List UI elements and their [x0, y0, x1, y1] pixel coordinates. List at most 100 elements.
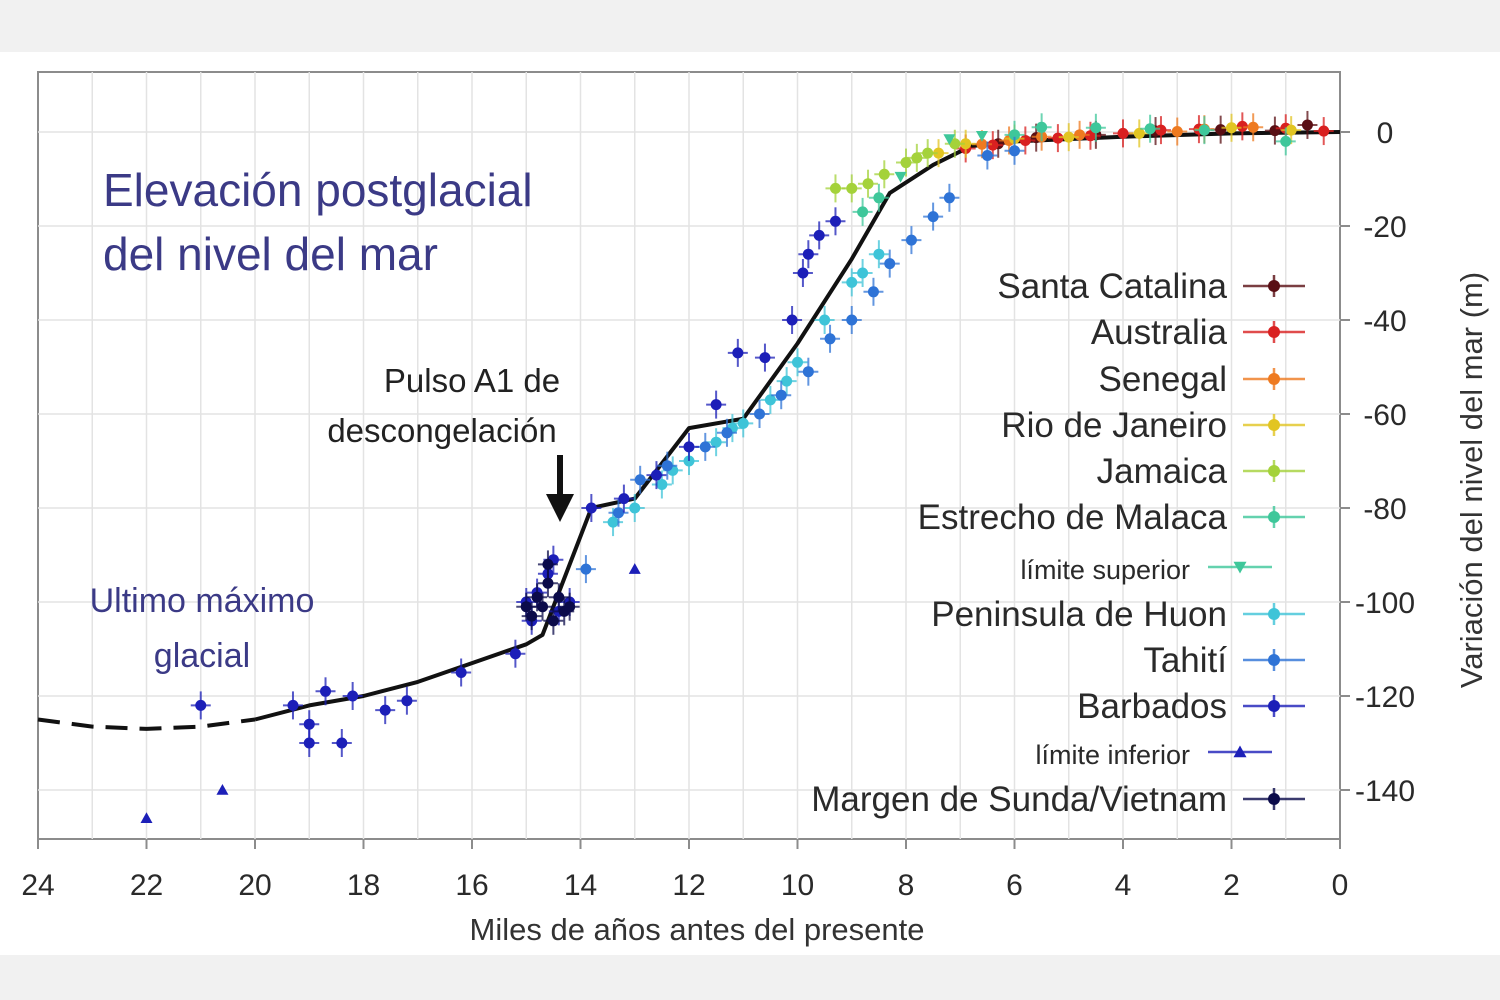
data-point [710, 399, 722, 411]
data-point [846, 276, 858, 288]
data-point [1318, 125, 1330, 137]
data-point [618, 493, 630, 505]
annotation-mwp-line-2: descongelación [327, 412, 556, 449]
data-point [797, 267, 809, 279]
data-point [195, 699, 207, 711]
data-point [1009, 129, 1020, 141]
legend-label: Jamaica [1097, 452, 1228, 491]
data-point [455, 667, 467, 678]
data-point [287, 699, 299, 711]
y-tick-label: -140 [1355, 775, 1415, 808]
legend-label: Tahití [1143, 641, 1227, 680]
data-point [824, 333, 836, 345]
legend-label: Rio de Janeiro [1001, 406, 1227, 445]
x-tick-label: 6 [1006, 869, 1023, 902]
data-point [303, 718, 315, 730]
extrapolated-trend-line [37, 717, 256, 731]
data-point [547, 615, 559, 627]
data-point [927, 211, 939, 223]
data-point [960, 138, 972, 150]
data-point [829, 215, 841, 227]
data-point [537, 601, 549, 613]
x-tick-label: 14 [564, 869, 597, 902]
data-point [949, 138, 961, 150]
annotation-lgm-line-1: Ultimo máximo [90, 582, 315, 620]
data-point [1171, 126, 1183, 138]
y-tick-label: -120 [1355, 681, 1415, 714]
data-point [140, 812, 153, 823]
x-tick-label: 16 [455, 869, 488, 902]
data-point [564, 601, 576, 613]
legend-label: Santa Catalina [997, 267, 1227, 306]
y-axis-title: Variación del nivel del mar (m) [1454, 272, 1489, 688]
data-point [802, 366, 814, 378]
data-point [781, 375, 793, 387]
data-point [987, 139, 999, 151]
data-point [943, 134, 956, 146]
y-tick-label: -100 [1355, 587, 1415, 620]
axes: 24 22 20 18 16 14 12 10 8 6 4 2 00-20-40-60-80-100-1… [21, 117, 1489, 947]
x-tick-label: 8 [898, 869, 915, 902]
legend-marker [1233, 561, 1247, 574]
legend-marker [1268, 700, 1280, 712]
legend: Santa Catalina Australia Senegal Rio de Jan… [811, 267, 1305, 819]
data-point [819, 314, 831, 326]
legend-label: Peninsula de Huon [931, 595, 1227, 634]
data-point [878, 168, 890, 180]
data-point [1133, 127, 1145, 139]
y-tick-label: -60 [1363, 399, 1406, 432]
data-point [1215, 124, 1227, 136]
data-point [1074, 129, 1086, 141]
data-point [607, 516, 619, 528]
legend-label: límite inferior [1035, 740, 1190, 770]
y-tick-label: -20 [1363, 211, 1406, 244]
data-point [975, 130, 988, 142]
data-point [873, 248, 885, 260]
data-point [1009, 145, 1020, 157]
data-point [1117, 127, 1129, 139]
data-point [580, 563, 592, 575]
data-point [216, 784, 229, 795]
x-tick-label: 12 [672, 869, 705, 902]
data-point [526, 610, 538, 622]
data-point [857, 206, 869, 218]
data-point [401, 695, 413, 707]
legend-label: Margen de Sunda/Vietnam [811, 780, 1227, 819]
data-point [900, 157, 912, 169]
data-points [140, 110, 1334, 823]
top-border-band [0, 0, 1500, 52]
x-tick-label: 0 [1332, 869, 1349, 902]
data-point [650, 469, 662, 481]
data-point [884, 258, 896, 270]
data-point [379, 704, 391, 716]
x-tick-label: 4 [1115, 869, 1132, 902]
data-point [1084, 130, 1096, 142]
data-point [520, 601, 532, 613]
legend-label: Australia [1091, 313, 1228, 352]
annotation-lgm-line-2: glacial [154, 637, 250, 675]
data-point [542, 558, 554, 570]
data-point [710, 436, 722, 448]
data-point [1236, 120, 1248, 132]
x-tick-label: 20 [238, 869, 271, 902]
legend-marker [1233, 745, 1247, 758]
data-point [846, 182, 858, 194]
data-point [585, 502, 597, 514]
data-point [656, 479, 668, 490]
legend-label: Senegal [1099, 360, 1227, 399]
chart-title-line-1: Elevación postglacial [103, 164, 533, 216]
annotation-mwp-line-1: Pulso A1 de [384, 362, 560, 399]
legend-marker [1268, 654, 1280, 666]
legend-marker [1268, 326, 1280, 338]
data-point [542, 577, 554, 589]
data-point [786, 314, 798, 326]
data-point [320, 685, 332, 697]
x-tick-label: 18 [347, 869, 380, 902]
legend-label: límite superior [1020, 555, 1190, 585]
data-point [905, 234, 917, 246]
data-point [509, 648, 521, 660]
data-point [1226, 122, 1237, 134]
chart-text: Elevación postglacial del nivel del mar Ul… [90, 164, 574, 675]
data-point [1285, 124, 1297, 136]
y-tick-label: -80 [1363, 493, 1406, 526]
